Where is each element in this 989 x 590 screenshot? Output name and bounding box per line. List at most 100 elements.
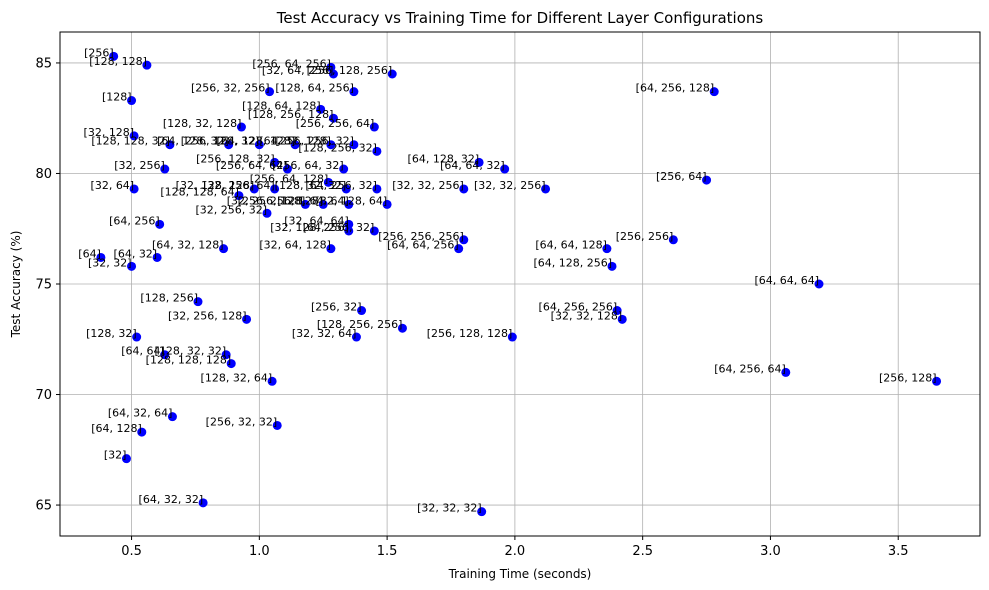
data-point — [709, 87, 719, 97]
data-point — [167, 412, 177, 422]
data-point — [607, 261, 617, 271]
data-point — [454, 244, 464, 254]
data-label: [128, 256, 32] — [298, 141, 377, 154]
data-point — [165, 140, 175, 150]
data-label: [128, 32, 64] — [201, 371, 273, 384]
data-point — [372, 146, 382, 156]
data-label: [128, 64, 128] — [242, 99, 321, 112]
data-point — [387, 69, 397, 79]
data-label: [256, 32, 256] — [191, 82, 270, 95]
data-point — [351, 332, 361, 342]
data-label: [32] — [104, 449, 127, 462]
data-point — [142, 60, 152, 70]
data-point — [323, 177, 333, 187]
data-label: [32, 32, 32] — [417, 502, 482, 515]
data-label: [128, 128] — [89, 55, 147, 68]
data-point — [132, 332, 142, 342]
data-label: [256, 256] — [616, 230, 674, 243]
data-point — [612, 306, 622, 316]
x-tick-label: 3.5 — [888, 544, 909, 559]
data-label: [32, 128, 128] — [176, 179, 255, 192]
data-point — [160, 350, 170, 360]
data-label: [256, 64, 32] — [272, 159, 344, 172]
data-point — [397, 323, 407, 333]
data-point — [282, 164, 292, 174]
data-point — [369, 226, 379, 236]
data-point — [127, 96, 137, 106]
data-label: [128, 256, 128] — [248, 108, 334, 121]
data-point — [262, 208, 272, 218]
data-label: [128, 32, 128] — [163, 117, 242, 130]
data-point — [814, 279, 824, 289]
data-point — [270, 184, 280, 194]
data-point — [477, 507, 487, 517]
data-point — [129, 131, 139, 141]
data-label: [64, 128, 32] — [408, 152, 480, 165]
data-point — [290, 140, 300, 150]
grid — [60, 32, 980, 536]
data-label: [64, 128, 256] — [533, 256, 612, 269]
data-label: [256, 64] — [656, 170, 707, 183]
data-point — [129, 184, 139, 194]
data-label: [256, 256, 256] — [378, 230, 464, 243]
data-label: [32, 32, 64] — [292, 327, 357, 340]
data-point — [326, 244, 336, 254]
data-point — [326, 140, 336, 150]
data-point — [249, 184, 259, 194]
data-point — [155, 219, 165, 229]
data-label: [64, 256, 64] — [714, 362, 786, 375]
data-label: [32, 256] — [114, 159, 165, 172]
data-label: [64, 32, 128] — [259, 135, 331, 148]
data-point — [369, 122, 379, 132]
data-label: [128, 64, 256] — [275, 82, 354, 95]
data-label: [32, 32, 256] — [474, 179, 546, 192]
data-label: [64, 256, 256] — [539, 301, 618, 314]
data-point — [349, 87, 359, 97]
data-label: [256, 64, 256] — [252, 57, 331, 70]
data-label: [64, 32, 128] — [152, 239, 224, 252]
data-point — [267, 376, 277, 386]
data-label: [32, 256, 64] — [203, 179, 275, 192]
data-label: [128, 256, 256] — [317, 318, 403, 331]
data-point — [236, 122, 246, 132]
data-point — [932, 376, 942, 386]
data-point — [121, 454, 131, 464]
point-labels: [256][128, 128] [128] [32, 128] [32, 256] [3… — [78, 46, 936, 514]
data-label: [256, 32] — [311, 301, 362, 314]
data-point — [617, 314, 627, 324]
data-label: [64, 32] — [114, 247, 158, 260]
data-point — [234, 191, 244, 201]
data-point — [459, 235, 469, 245]
data-label: [256, 256, 128] — [238, 194, 324, 207]
data-label: [256, 128] — [879, 371, 937, 384]
data-label: [64, 256, 128] — [636, 82, 715, 95]
data-label: [32, 32, 256] — [392, 179, 464, 192]
y-tick-label: 70 — [35, 388, 52, 403]
data-point — [339, 164, 349, 174]
data-label: [64, 128, 128] — [217, 135, 296, 148]
data-point — [668, 235, 678, 245]
data-label: [32, 32, 128] — [551, 309, 623, 322]
data-label: [64, 256, 32] — [303, 221, 375, 234]
data-label: [32, 128] — [84, 126, 135, 139]
data-label: [32, 64, 64] — [284, 214, 349, 227]
data-point — [152, 252, 162, 262]
data-point — [357, 306, 367, 316]
data-label: [64, 64, 128] — [535, 239, 607, 252]
data-label: [128, 256] — [140, 292, 198, 305]
data-label: [64, 128] — [91, 422, 142, 435]
data-point — [344, 199, 354, 209]
data-point — [541, 184, 551, 194]
x-tick-label: 0.5 — [121, 544, 142, 559]
data-label: [32, 256, 32] — [195, 203, 267, 216]
data-point — [193, 297, 203, 307]
data-point — [328, 69, 338, 79]
data-label: [64] — [78, 247, 101, 260]
data-label: [128, 128, 64] — [160, 186, 239, 199]
data-point — [160, 164, 170, 174]
x-tick-label: 1.5 — [377, 544, 398, 559]
data-label: [256, 128, 256] — [307, 64, 393, 77]
data-label: [32, 64, 128] — [259, 239, 331, 252]
